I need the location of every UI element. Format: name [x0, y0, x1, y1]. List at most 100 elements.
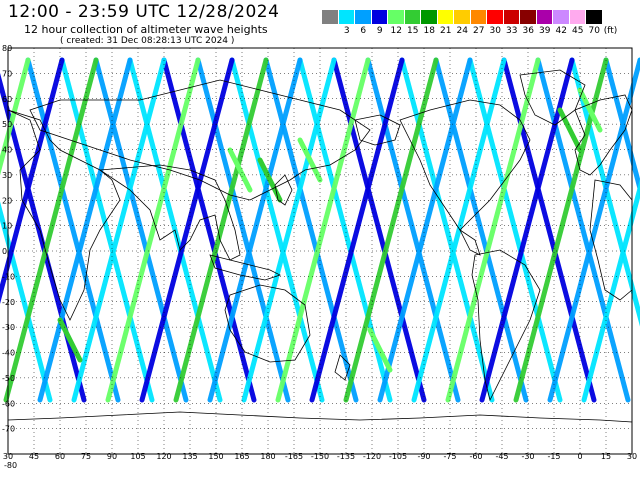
longitude-labels: 30 45 60 75 90 105 120 135 150 165 180 -165 -150 -135… — [3, 452, 637, 461]
legend-label: 30 — [489, 26, 501, 36]
legend-swatch — [536, 10, 553, 24]
legend-swatch — [586, 10, 603, 24]
altimeter-track — [25, 57, 121, 403]
longitude-label: 150 — [208, 452, 223, 461]
legend-label: 18 — [423, 26, 435, 36]
latitude-label: -60 — [2, 399, 15, 408]
legend-swatch — [520, 10, 537, 24]
altimeter-track — [105, 57, 201, 403]
altimeter-track — [229, 57, 325, 403]
continent-outline — [458, 228, 481, 256]
altimeter-track — [603, 57, 640, 199]
legend-label: 9 — [376, 26, 383, 36]
longitude-label: 165 — [234, 452, 249, 461]
altimeter-track — [0, 57, 65, 304]
legend-label: 6 — [360, 26, 367, 36]
legend-label: 3 — [343, 26, 350, 36]
altimeter-track-segment — [227, 147, 253, 193]
continent-outlines — [7, 69, 633, 455]
longitude-label: -105 — [389, 452, 407, 461]
altimeter-track — [331, 57, 427, 403]
legend-swatch — [503, 10, 520, 24]
altimeter-track — [343, 57, 439, 403]
legend-label: 45 — [572, 26, 584, 36]
latitude-label: 10 — [2, 222, 12, 231]
altimeter-track — [93, 57, 189, 403]
longitude-label: 15 — [601, 452, 611, 461]
altimeter-track — [263, 57, 359, 403]
altimeter-track — [467, 57, 563, 403]
legend-unit: (ft) — [603, 26, 618, 36]
legend-label: 70 — [588, 26, 600, 36]
legend-label: 36 — [522, 26, 534, 36]
altimeter-track — [411, 57, 507, 403]
longitude-label: 75 — [81, 452, 91, 461]
longitude-label: 0 — [577, 452, 582, 461]
altimeter-track — [139, 57, 235, 403]
longitude-label: 90 — [107, 452, 117, 461]
legend-swatch — [404, 10, 421, 24]
legend-swatch — [437, 10, 454, 24]
longitude-label: -75 — [443, 452, 456, 461]
latitude-labels: 80 70 60 50 40 30 20 10 0 -10 -20 -30 -40 -50 -60 -70 -8… — [2, 44, 17, 470]
latitude-label: 20 — [2, 196, 12, 205]
altimeter-track — [37, 57, 133, 403]
altimeter-track-segment — [577, 87, 603, 133]
altimeter-track — [433, 57, 529, 403]
longitude-label: -30 — [521, 452, 534, 461]
legend-label: 39 — [539, 26, 551, 36]
continent-outline — [334, 354, 351, 381]
continent-outline — [274, 174, 293, 206]
legend-swatch — [371, 10, 388, 24]
legend-swatch — [322, 10, 339, 24]
legend-label: 24 — [456, 26, 468, 36]
legend-swatch — [487, 10, 504, 24]
legend-swatch — [388, 10, 405, 24]
longitude-label: -165 — [285, 452, 303, 461]
longitude-label: -150 — [311, 452, 329, 461]
map-border — [7, 47, 633, 455]
continent-outline — [354, 114, 401, 146]
latitude-label: -30 — [2, 323, 15, 332]
latitude-label: 40 — [2, 146, 12, 155]
latitude-label: 60 — [2, 95, 12, 104]
altimeter-track — [173, 57, 269, 403]
legend-label: 12 — [390, 26, 402, 36]
altimeter-track — [399, 57, 495, 403]
longitude-label: -60 — [469, 452, 482, 461]
altimeter-track — [309, 57, 405, 403]
latitude-label: 0 — [2, 247, 7, 256]
legend-label: 21 — [440, 26, 452, 36]
legend-label: 15 — [407, 26, 419, 36]
altimeter-track — [207, 57, 303, 403]
altimeter-track — [195, 57, 291, 403]
altimeter-track — [501, 57, 597, 403]
continent-outline — [574, 94, 633, 176]
longitude-label: -15 — [547, 452, 560, 461]
altimeter-track — [535, 57, 631, 403]
altimeter-track-segment — [367, 327, 393, 373]
continent-outline — [209, 254, 282, 281]
continent-outline — [98, 164, 241, 261]
latitude-label: -40 — [2, 349, 15, 358]
altimeter-track-segment — [557, 107, 583, 153]
altimeter-track-segment — [57, 317, 83, 363]
legend-swatch — [553, 10, 570, 24]
longitude-label: -45 — [495, 452, 508, 461]
altimeter-track — [241, 57, 337, 403]
latitude-label: -20 — [2, 298, 15, 307]
longitude-label: 120 — [156, 452, 171, 461]
continent-outline — [519, 69, 586, 126]
altimeter-track — [59, 57, 155, 403]
legend-swatches — [322, 10, 632, 24]
latitude-label: 80 — [2, 44, 12, 53]
longitude-label: 135 — [182, 452, 197, 461]
altimeter-track — [377, 57, 473, 403]
longitude-label: 180 — [260, 452, 275, 461]
latitude-label: -10 — [2, 272, 15, 281]
continent-outline — [224, 284, 311, 363]
latitude-label: -70 — [2, 425, 15, 434]
latitude-label: -80 — [4, 461, 17, 470]
altimeter-track — [581, 178, 640, 403]
